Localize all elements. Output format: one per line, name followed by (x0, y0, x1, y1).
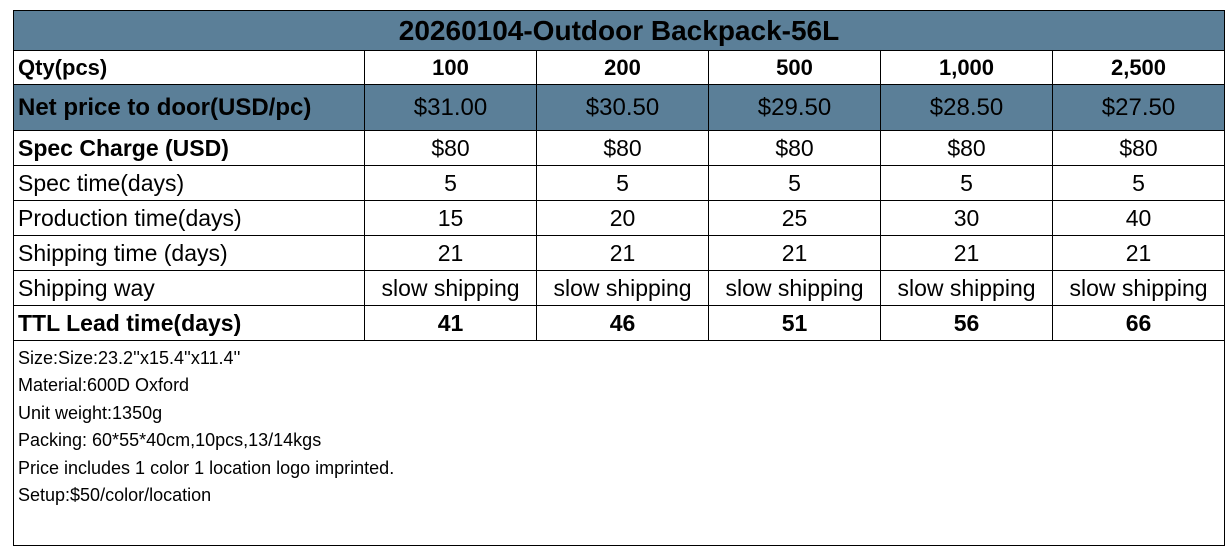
row-label: Shipping time (days) (13, 235, 365, 271)
cell: 100 (364, 50, 537, 85)
cell: 21 (708, 235, 881, 271)
quote-sheet: 20260104-Outdoor Backpack-56L Qty(pcs) 1… (13, 10, 1225, 546)
row-label: Net price to door(USD/pc) (13, 84, 365, 131)
notes-box: Size:Size:23.2''x15.4''x11.4'' Material:… (13, 341, 1225, 546)
cell: 21 (364, 235, 537, 271)
row-label: Production time(days) (13, 200, 365, 236)
cell: 15 (364, 200, 537, 236)
row-production-time: Production time(days) 15 20 25 30 40 (13, 200, 1225, 236)
row-label: TTL Lead time(days) (13, 305, 365, 341)
cell: 5 (1052, 165, 1225, 201)
cell: 25 (708, 200, 881, 236)
row-label: Shipping way (13, 270, 365, 306)
row-net-price: Net price to door(USD/pc) $31.00 $30.50 … (13, 84, 1225, 131)
cell: $80 (708, 130, 881, 166)
cell: 21 (1052, 235, 1225, 271)
note-unit-weight: Unit weight:1350g (18, 402, 163, 423)
cell: 56 (880, 305, 1053, 341)
row-shipping-way: Shipping way slow shipping slow shipping… (13, 270, 1225, 306)
cell: 5 (536, 165, 709, 201)
row-label: Qty(pcs) (13, 50, 365, 85)
cell: $28.50 (880, 84, 1053, 131)
cell: 30 (880, 200, 1053, 236)
cell: 40 (1052, 200, 1225, 236)
cell: slow shipping (880, 270, 1053, 306)
cell: $30.50 (536, 84, 709, 131)
row-label: Spec time(days) (13, 165, 365, 201)
cell: slow shipping (1052, 270, 1225, 306)
row-shipping-time: Shipping time (days) 21 21 21 21 21 (13, 235, 1225, 271)
cell: 21 (536, 235, 709, 271)
cell: $31.00 (364, 84, 537, 131)
note-price-includes: Price includes 1 color 1 location logo i… (18, 457, 395, 478)
cell: $80 (1052, 130, 1225, 166)
cell: 2,500 (1052, 50, 1225, 85)
cell: 41 (364, 305, 537, 341)
cell: 21 (880, 235, 1053, 271)
row-spec-charge: Spec Charge (USD) $80 $80 $80 $80 $80 (13, 130, 1225, 166)
price-table: 20260104-Outdoor Backpack-56L Qty(pcs) 1… (13, 10, 1225, 341)
cell: 5 (708, 165, 881, 201)
cell: $80 (536, 130, 709, 166)
cell: 51 (708, 305, 881, 341)
cell: $29.50 (708, 84, 881, 131)
sheet-title: 20260104-Outdoor Backpack-56L (13, 10, 1225, 51)
row-qty: Qty(pcs) 100 200 500 1,000 2,500 (13, 50, 1225, 85)
note-packing: Packing: 60*55*40cm,10pcs,13/14kgs (18, 430, 322, 451)
cell: slow shipping (708, 270, 881, 306)
cell: 1,000 (880, 50, 1053, 85)
title-row: 20260104-Outdoor Backpack-56L (13, 10, 1225, 51)
row-label: Spec Charge (USD) (13, 130, 365, 166)
cell: slow shipping (536, 270, 709, 306)
cell: 46 (536, 305, 709, 341)
cell: 20 (536, 200, 709, 236)
cell: $80 (364, 130, 537, 166)
cell: $80 (880, 130, 1053, 166)
note-size: Size:Size:23.2''x15.4''x11.4'' (18, 348, 241, 368)
note-setup: Setup:$50/color/location (18, 485, 212, 506)
cell: 5 (880, 165, 1053, 201)
row-spec-time: Spec time(days) 5 5 5 5 5 (13, 165, 1225, 201)
cell: slow shipping (364, 270, 537, 306)
cell: 66 (1052, 305, 1225, 341)
cell: 500 (708, 50, 881, 85)
note-material: Material:600D Oxford (18, 375, 190, 396)
cell: 200 (536, 50, 709, 85)
cell: 5 (364, 165, 537, 201)
row-ttl-lead-time: TTL Lead time(days) 41 46 51 56 66 (13, 305, 1225, 341)
cell: $27.50 (1052, 84, 1225, 131)
